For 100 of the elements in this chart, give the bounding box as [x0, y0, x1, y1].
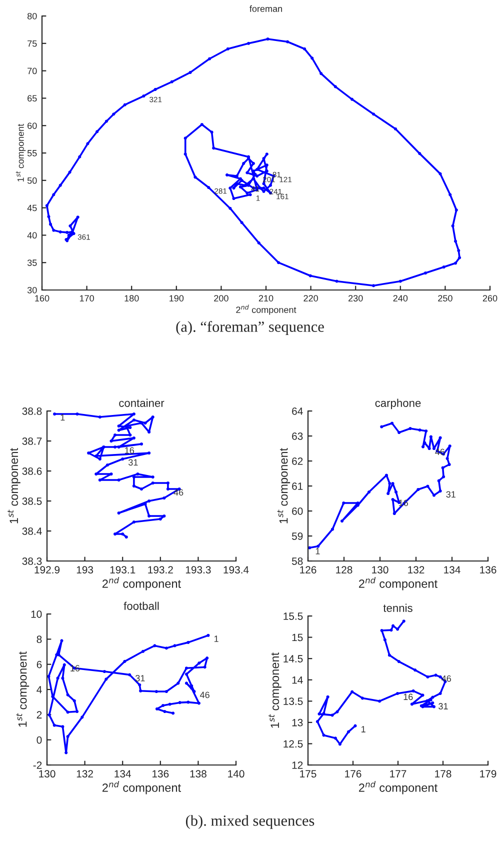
annotation: 16: [70, 665, 80, 672]
x-tick-label: 132: [408, 566, 424, 574]
annotation: 16: [125, 447, 134, 454]
x-tick-label: 138: [190, 770, 206, 778]
y-tick-label: 60: [292, 508, 303, 515]
text: (a). “foreman” sequence: [176, 320, 324, 336]
y-tick-label: 38.6: [22, 468, 42, 475]
y-tick-label: 2: [36, 711, 42, 718]
y-tick-label: 10: [31, 610, 42, 618]
x-tick-label: 220: [304, 295, 318, 302]
chart-title: foreman: [250, 5, 282, 12]
annotation: 46: [200, 692, 210, 698]
y-tick-label: 15: [292, 634, 303, 642]
y-tick-label: 13.5: [284, 698, 303, 706]
x-tick-label: 160: [35, 295, 50, 302]
x-tick-label: 134: [444, 566, 460, 574]
y-tick-label: 59: [292, 532, 303, 540]
y-tick-label: 38.5: [22, 498, 42, 505]
x-tick-label: 193.1: [110, 566, 136, 574]
y-axis-title: 1$^{st}$ component: [8, 448, 20, 524]
y-tick-label: 63: [292, 432, 303, 440]
x-tick-label: 240: [393, 295, 408, 302]
y-tick-label: 12.5: [284, 740, 303, 748]
x-tick-label: 178: [435, 770, 452, 778]
y-tick-label: 70: [28, 68, 37, 74]
y-tick-label: 14.5: [284, 655, 303, 662]
x-tick-label: 134: [114, 770, 131, 778]
x-tick-label: 140: [228, 770, 244, 778]
annotation: 31: [135, 674, 145, 682]
x-tick-label: 190: [170, 295, 184, 302]
x-tick-label: 132: [76, 770, 93, 778]
x-tick-label: 192.9: [34, 566, 60, 574]
y-axis-title: 1$^{st}$ component: [268, 652, 282, 728]
y-tick-label: 13: [292, 718, 303, 726]
x-tick-label: 126: [300, 566, 316, 574]
y-tick-label: 58: [292, 558, 303, 565]
y-tick-label: 38.7: [22, 438, 42, 445]
y-tick-label: 15.5: [284, 612, 303, 620]
x-tick-label: 128: [336, 566, 352, 574]
chart-title: football: [124, 602, 159, 610]
x-tick-label: 193: [76, 566, 94, 574]
y-tick-label: 12: [292, 762, 303, 769]
chart-title: carphone: [375, 398, 421, 410]
x-axis-title: 2$^{nd}$ component: [102, 780, 181, 794]
annotation: 46: [435, 448, 445, 456]
y-tick-label: 4: [36, 686, 42, 694]
annotation: 1: [316, 548, 320, 554]
y-tick-label: 0: [36, 736, 42, 744]
annotation: 31: [128, 459, 138, 466]
y-tick-label: 75: [28, 40, 37, 47]
y-tick-label: 65: [28, 95, 37, 102]
y-tick-label: 55: [27, 150, 37, 156]
x-tick-label: 250: [438, 295, 452, 302]
y-tick-label: 6: [36, 660, 42, 668]
y-tick-label: 64: [292, 408, 303, 415]
y-tick-label: 38.8: [22, 408, 42, 415]
x-tick-label: 130: [39, 770, 56, 778]
x-tick-label: 260: [482, 295, 498, 302]
x-tick-label: 193.3: [186, 566, 211, 574]
y-tick-label: 38.4: [22, 528, 42, 535]
x-tick-label: 193.4: [224, 566, 249, 574]
y-axis-title: 1$^{st}$ component: [16, 124, 26, 182]
x-tick-label: 130: [372, 566, 388, 574]
x-tick-label: 180: [124, 295, 139, 302]
y-tick-label: 50: [27, 177, 37, 184]
y-tick-label: 35: [27, 260, 37, 266]
y-axis-title: 1$^{st}$ component: [16, 651, 30, 727]
x-tick-label: 210: [258, 295, 274, 302]
x-tick-label: 200: [214, 295, 228, 302]
annotation: 1: [214, 636, 218, 642]
x-tick-label: 193.2: [148, 566, 173, 574]
y-tick-label: 61: [292, 482, 303, 490]
x-tick-label: 176: [345, 770, 362, 778]
y-tick-label: 38.3: [22, 558, 42, 565]
x-axis-title: 2$^{nd}$ component: [236, 304, 296, 315]
annotation: 46: [174, 489, 184, 496]
annotation: 16: [404, 694, 413, 700]
x-tick-label: 170: [80, 295, 94, 302]
annotation: 31: [438, 703, 448, 710]
annotation: 31: [446, 491, 456, 498]
x-axis-title: 2$^{nd}$ component: [358, 576, 438, 590]
text: (b). mixed sequences: [186, 815, 314, 829]
y-tick-label: -2: [33, 762, 42, 769]
annotation: 1: [361, 726, 366, 732]
x-tick-label: 179: [480, 770, 496, 778]
x-tick-label: 177: [390, 770, 406, 778]
chart-title: container: [119, 398, 164, 407]
x-axis-title: 2$^{nd}$ component: [358, 780, 438, 794]
x-axis-title: 2$^{nd}$ component: [102, 576, 181, 590]
y-tick-label: 80: [27, 12, 37, 20]
y-tick-label: 30: [27, 286, 37, 294]
y-tick-label: 62: [292, 458, 303, 465]
chart-title: tennis: [383, 604, 412, 612]
annotation: 1: [60, 414, 65, 420]
x-tick-label: 136: [152, 770, 169, 778]
y-tick-label: 45: [27, 204, 37, 212]
y-tick-label: 60: [28, 122, 37, 129]
x-tick-label: 230: [348, 295, 363, 302]
y-axis-title: 1$^{st}$ component: [277, 448, 290, 524]
y-tick-label: 40: [27, 232, 37, 239]
